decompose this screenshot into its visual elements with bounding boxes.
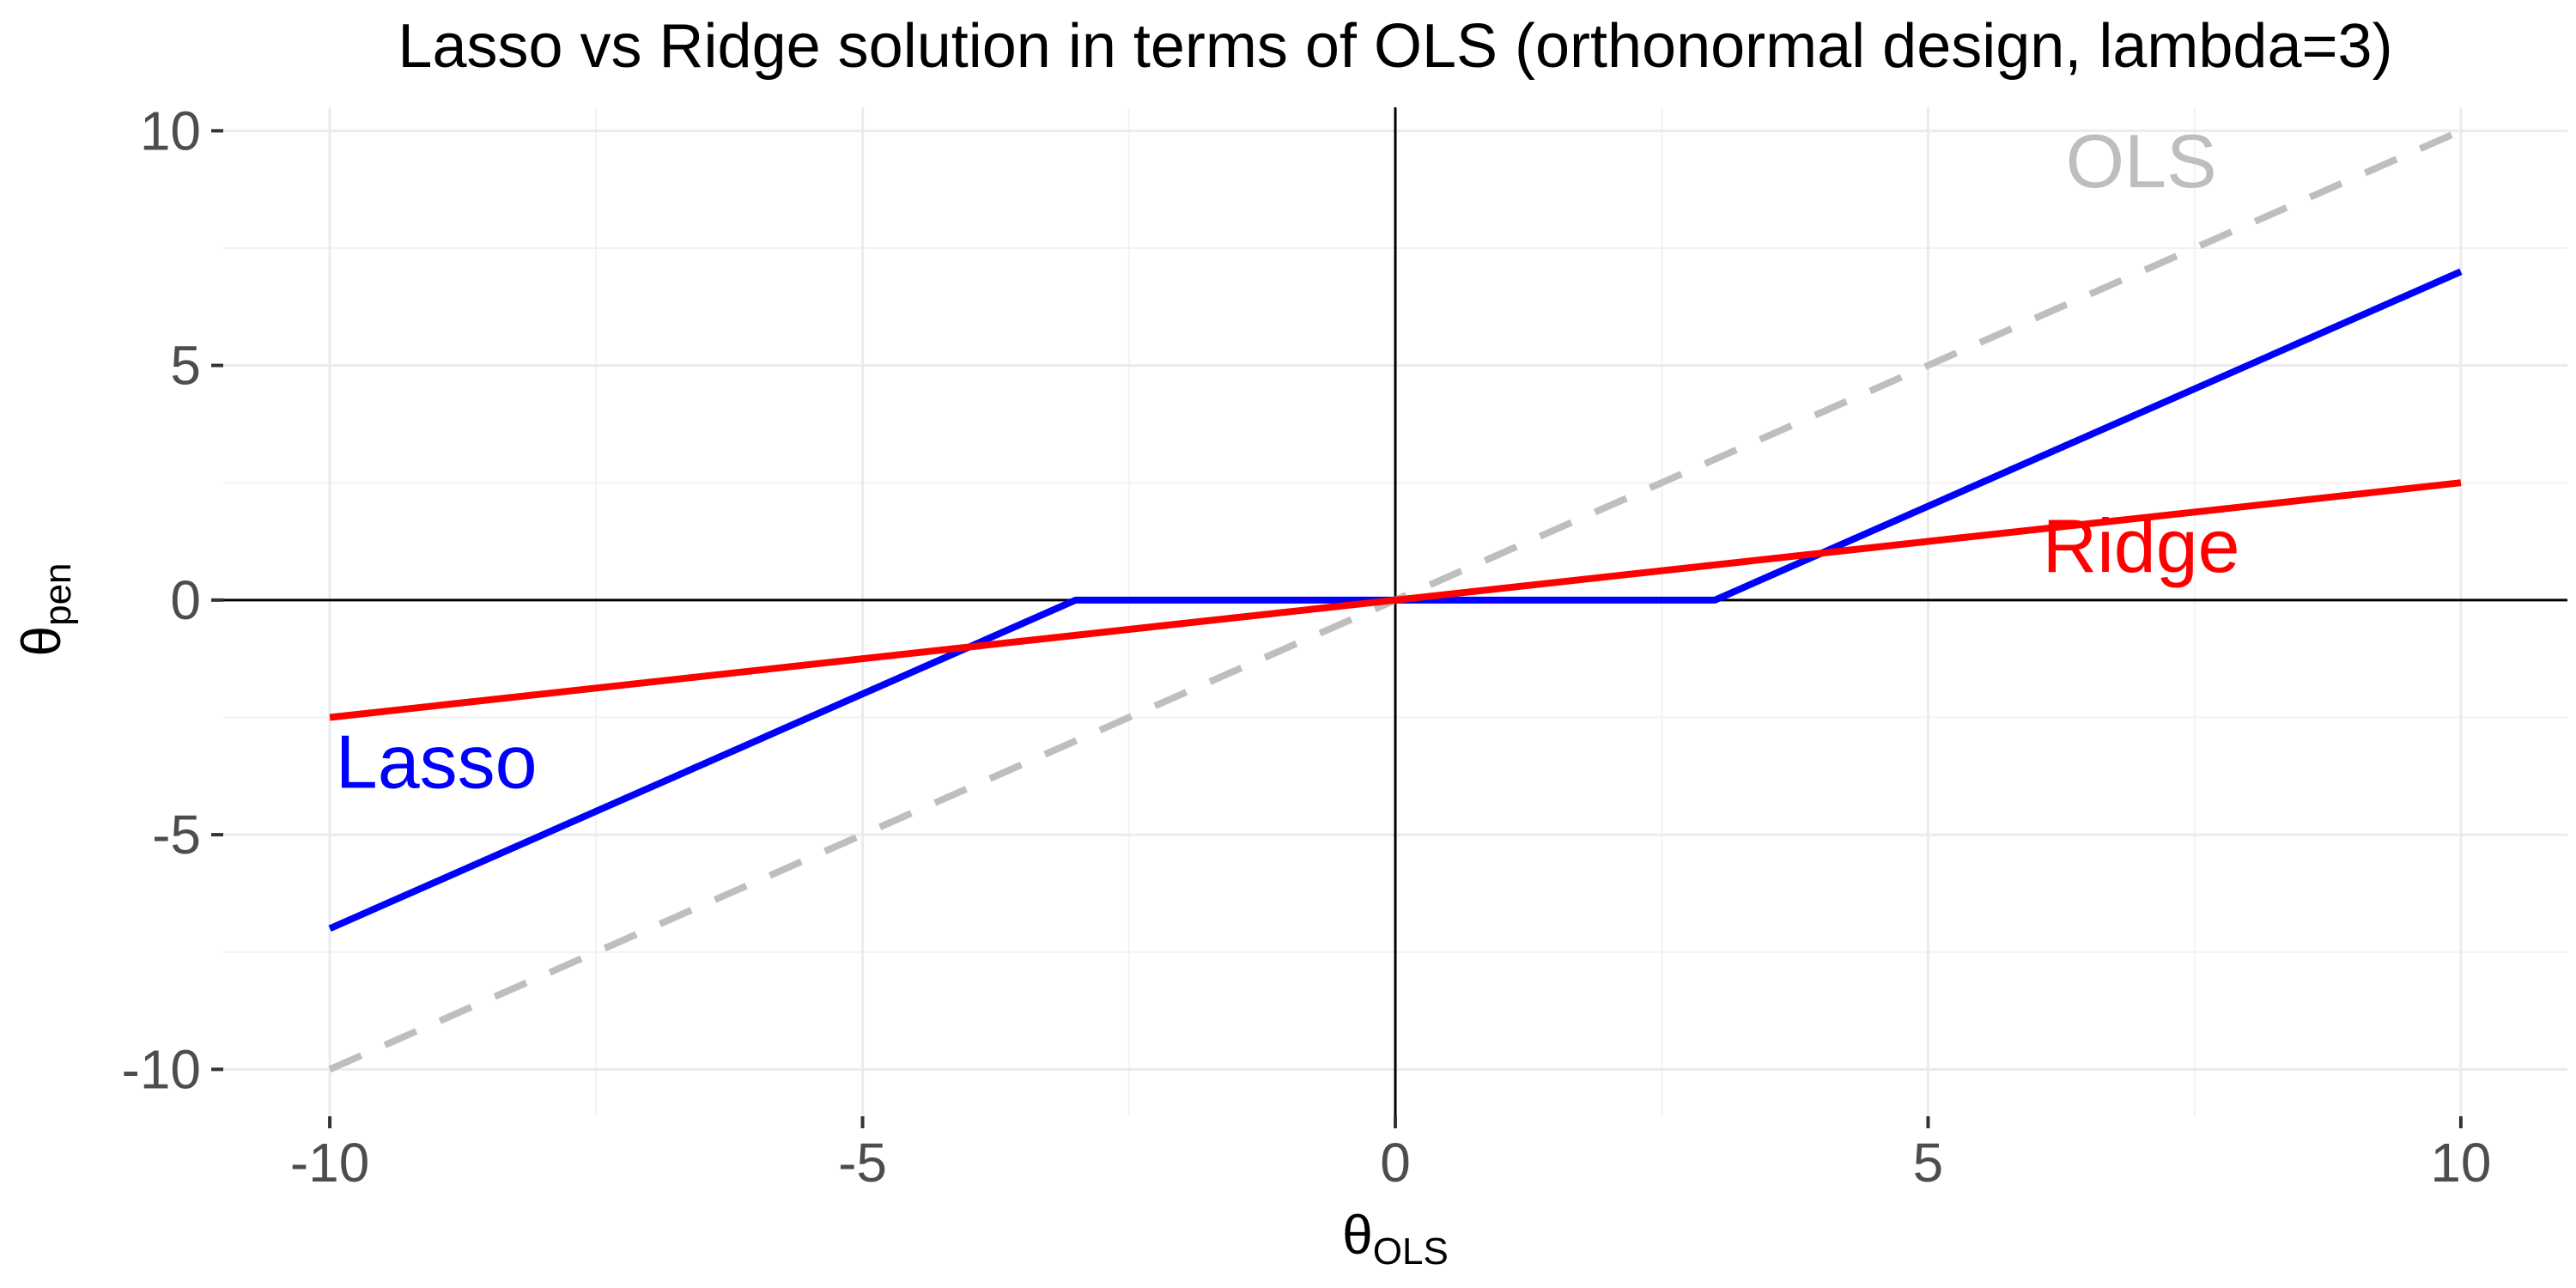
x-axis-title-symbol: θ	[1342, 1204, 1373, 1266]
y-tick-label: -5	[152, 804, 201, 866]
series-layer	[328, 127, 2463, 1073]
series-label-ols: OLS	[2066, 118, 2217, 204]
x-tick-label: -10	[290, 1132, 370, 1194]
x-tick-label: 0	[1380, 1132, 1411, 1194]
y-tick-label: -10	[122, 1038, 202, 1100]
y-tick-label: 0	[170, 569, 201, 631]
chart-title: Lasso vs Ridge solution in terms of OLS …	[398, 12, 2392, 81]
y-axis-title: θpen	[10, 562, 79, 656]
x-tick-label: 10	[2430, 1132, 2491, 1194]
y-axis-title-subscript: pen	[37, 562, 79, 625]
x-tick-label: 5	[1913, 1132, 1944, 1194]
x-axis-title: θOLS	[1342, 1204, 1449, 1273]
x-axis: -10 -5 0 5 10	[290, 1116, 2492, 1194]
y-tick-label: 10	[140, 100, 201, 161]
x-axis-title-subscript: OLS	[1373, 1230, 1449, 1273]
series-label-lasso: Lasso	[336, 719, 538, 804]
series-label-ridge: Ridge	[2043, 503, 2240, 588]
y-axis: -10 -5 0 5 10	[122, 100, 223, 1100]
y-axis-title-symbol: θ	[10, 626, 72, 657]
y-tick-label: 5	[170, 335, 201, 397]
x-tick-label: -5	[838, 1132, 887, 1194]
series-line-ridge	[329, 479, 2462, 721]
series-labels: OLS Lasso Ridge	[336, 118, 2240, 805]
